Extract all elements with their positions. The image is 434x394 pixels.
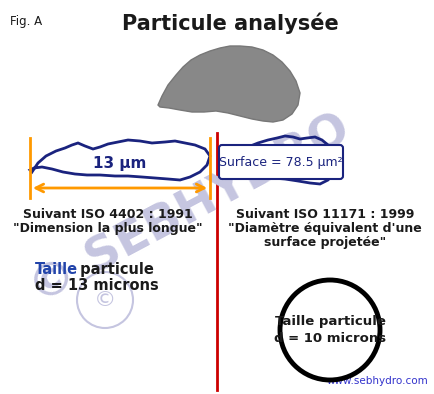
Text: Suivant ISO 11171 : 1999: Suivant ISO 11171 : 1999 <box>236 208 414 221</box>
Text: 13 µm: 13 µm <box>93 156 147 171</box>
Text: d = 10 microns: d = 10 microns <box>274 333 386 346</box>
Text: particule: particule <box>75 262 154 277</box>
Text: Taille particule: Taille particule <box>275 314 385 327</box>
Circle shape <box>280 280 380 380</box>
Polygon shape <box>158 46 300 122</box>
Text: "Dimension la plus longue": "Dimension la plus longue" <box>13 222 203 235</box>
Text: Particule analysée: Particule analysée <box>122 12 339 33</box>
FancyBboxPatch shape <box>219 145 343 179</box>
Text: Suivant ISO 4402 : 1991: Suivant ISO 4402 : 1991 <box>23 208 193 221</box>
Text: surface projetée": surface projetée" <box>264 236 386 249</box>
Text: Taille: Taille <box>35 262 78 277</box>
Text: "Diamètre équivalent d'une: "Diamètre équivalent d'une <box>228 222 422 235</box>
Text: Surface = 78.5 µm²: Surface = 78.5 µm² <box>219 156 343 169</box>
Text: ©: © <box>94 290 116 310</box>
Text: d = 13 microns: d = 13 microns <box>35 278 159 293</box>
Text: Fig. A: Fig. A <box>10 15 42 28</box>
Text: © SEBHYDRO: © SEBHYDRO <box>22 106 358 314</box>
Text: www.sebhydro.com: www.sebhydro.com <box>326 376 428 386</box>
